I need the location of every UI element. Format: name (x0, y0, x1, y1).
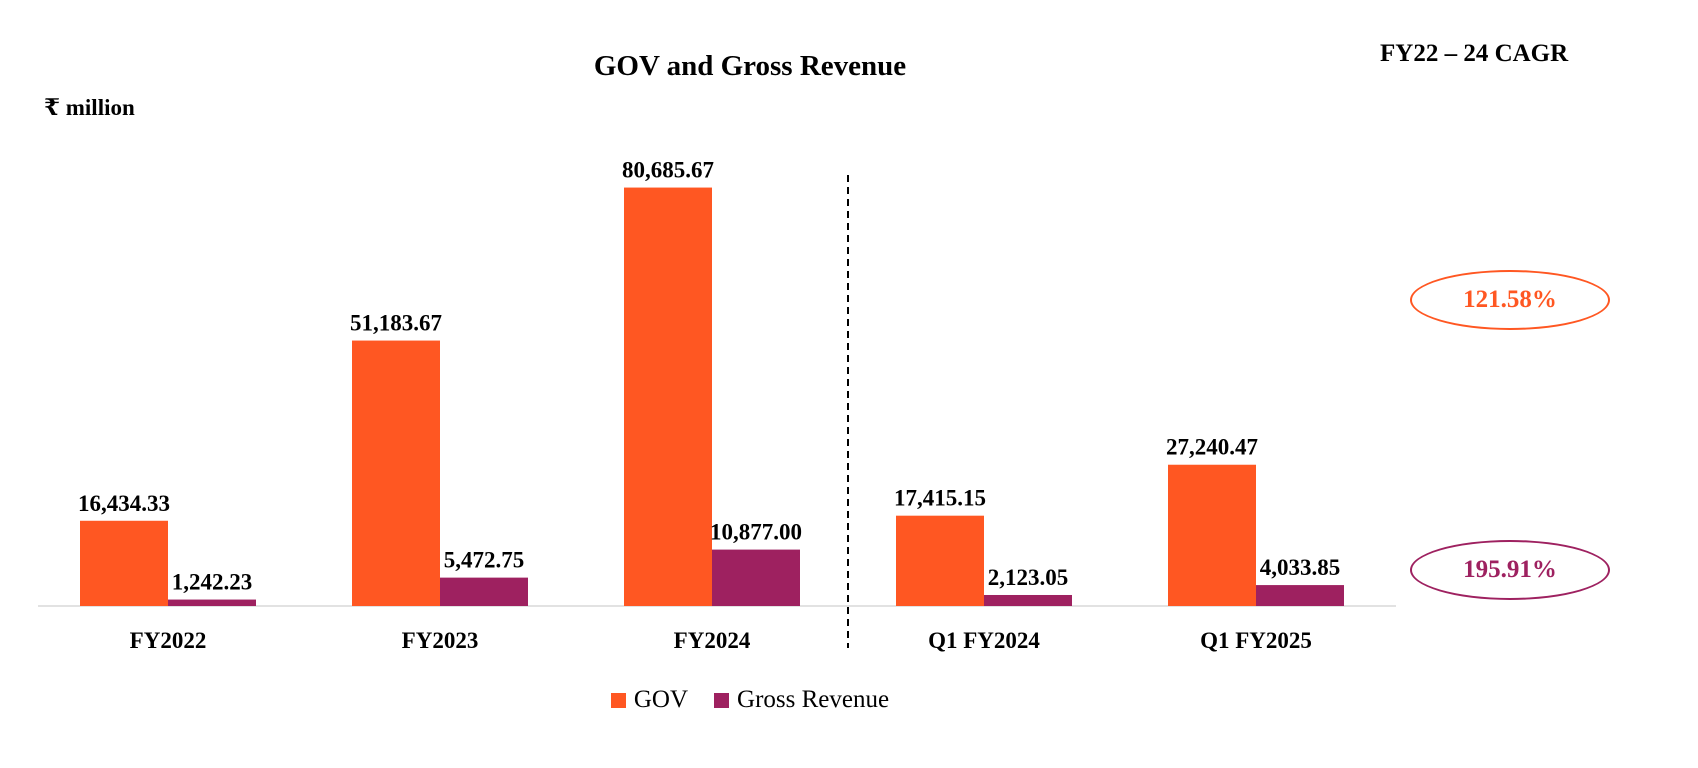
bar-gross-revenue-fy2022 (168, 599, 256, 606)
cagr-gross-revenue-badge: 195.91% (1410, 540, 1610, 600)
legend: GOV Gross Revenue (0, 686, 1500, 714)
cagr-gov-badge: 121.58% (1410, 270, 1610, 330)
data-label-gross-revenue-fy2024: 10,877.00 (710, 520, 802, 545)
bar-gov-fy2022 (80, 520, 168, 606)
legend-label-gov: GOV (633, 686, 689, 713)
legend-swatch-gross-revenue (714, 692, 730, 708)
data-label-gov-q1-fy2024: 17,415.15 (894, 486, 986, 511)
x-tick-label-q1-fy2024: Q1 FY2024 (928, 628, 1040, 653)
bar-gross-revenue-fy2023 (440, 577, 528, 606)
data-label-gross-revenue-q1-fy2025: 4,033.85 (1260, 555, 1341, 580)
data-label-gross-revenue-fy2023: 5,472.75 (444, 548, 525, 573)
data-label-gov-q1-fy2025: 27,240.47 (1166, 435, 1258, 460)
bar-gov-fy2024 (624, 187, 712, 606)
bar-gross-revenue-q1-fy2024 (984, 594, 1072, 606)
data-label-gov-fy2023: 51,183.67 (350, 311, 442, 336)
bar-gov-q1-fy2024 (896, 515, 984, 606)
cagr-heading: FY22 – 24 CAGR (1380, 40, 1569, 67)
x-tick-label-fy2024: FY2024 (674, 628, 751, 653)
legend-item-gov: GOV (610, 686, 689, 714)
data-label-gov-fy2024: 80,685.67 (622, 158, 714, 183)
legend-label-gross-revenue: Gross Revenue (737, 686, 890, 713)
bar-gross-revenue-fy2024 (712, 549, 800, 606)
legend-swatch-gov (610, 692, 626, 708)
chart-title: GOV and Gross Revenue (593, 50, 907, 82)
bar-gov-fy2023 (352, 340, 440, 606)
unit-label: ₹ million (44, 95, 135, 120)
bar-gov-q1-fy2025 (1168, 464, 1256, 606)
data-label-gross-revenue-fy2022: 1,242.23 (172, 570, 253, 595)
x-tick-label-fy2023: FY2023 (402, 628, 479, 653)
data-label-gross-revenue-q1-fy2024: 2,123.05 (988, 565, 1069, 590)
data-label-gov-fy2022: 16,434.33 (78, 491, 170, 516)
bar-gross-revenue-q1-fy2025 (1256, 585, 1344, 606)
x-tick-label-fy2022: FY2022 (130, 628, 207, 653)
x-tick-label-q1-fy2025: Q1 FY2025 (1200, 628, 1312, 653)
legend-item-gross-revenue: Gross Revenue (714, 686, 889, 714)
